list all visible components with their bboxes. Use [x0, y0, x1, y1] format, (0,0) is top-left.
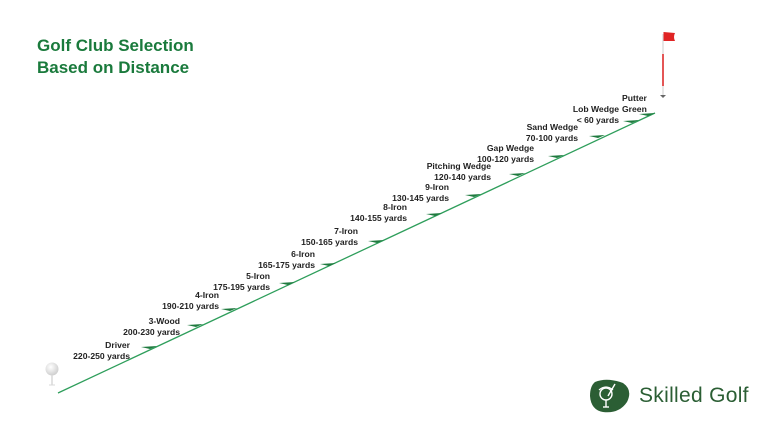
marker-6-iron: [320, 263, 336, 266]
club-markers: [141, 113, 655, 349]
brand-name: Skilled Golf: [639, 384, 749, 407]
title-line-1: Golf Club Selection: [37, 36, 194, 55]
marker-8-iron: [426, 213, 442, 216]
page-title: Golf Club Selection Based on Distance: [37, 35, 194, 79]
golf-ball-on-tee-icon: [45, 362, 59, 386]
club-label-pitching-wedge: Pitching Wedge 120-140 yards: [426, 161, 491, 182]
marker-pitching-wedge: [509, 173, 525, 176]
club-label-4-iron: 4-Iron 190-210 yards: [162, 290, 219, 311]
golf-tee-ball-icon: [590, 379, 630, 413]
club-label-driver: Driver 220-250 yards: [73, 340, 130, 361]
club-label-3-wood: 3-Wood 200-230 yards: [123, 316, 180, 337]
marker-5-iron: [279, 282, 295, 285]
title-line-2: Based on Distance: [37, 58, 190, 77]
club-label-gap-wedge: Gap Wedge 100-120 yards: [477, 143, 534, 164]
club-label-5-iron: 5-Iron 175-195 yards: [213, 271, 270, 292]
brand-logo: Skilled Golf: [589, 378, 749, 414]
marker-gap-wedge: [548, 155, 564, 158]
red-flag-pin-icon: [660, 32, 675, 98]
marker-7-iron: [368, 240, 384, 243]
marker-driver: [141, 346, 157, 349]
club-label-putter: Putter Green: [622, 93, 647, 114]
marker-3-wood: [187, 324, 203, 327]
club-label-8-iron: 8-Iron 140-155 yards: [350, 202, 407, 223]
club-label-sand-wedge: Sand Wedge 70-100 yards: [525, 122, 578, 143]
marker-putter: [639, 113, 655, 116]
club-label-6-iron: 6-Iron 165-175 yards: [258, 249, 315, 270]
marker-4-iron: [221, 308, 237, 311]
distance-line: [57, 112, 656, 394]
club-label-lob-wedge: Lob Wedge < 60 yards: [572, 104, 619, 125]
marker-sand-wedge: [589, 135, 605, 138]
marker-lob-wedge: [623, 120, 639, 123]
club-label-9-iron: 9-Iron 130-145 yards: [392, 182, 449, 203]
marker-9-iron: [465, 194, 481, 197]
club-label-7-iron: 7-Iron 150-165 yards: [301, 226, 358, 247]
